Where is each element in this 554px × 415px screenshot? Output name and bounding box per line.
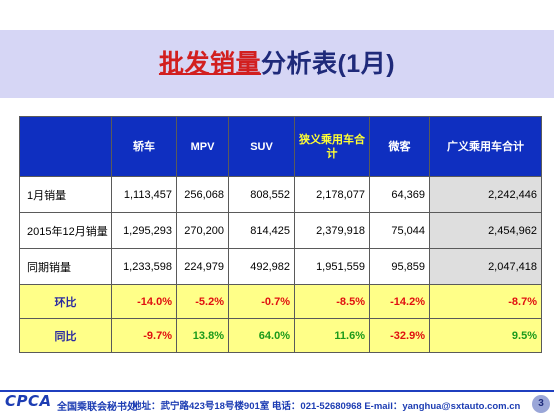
table-cell: 1,295,293: [111, 212, 177, 249]
title-rest: 分析表(1月): [260, 50, 396, 78]
table-cell: 1,113,457: [111, 176, 177, 213]
header-cell: 微客: [369, 116, 430, 177]
page-title: 批发销量分析表(1月): [0, 44, 554, 80]
table-cell: 270,200: [176, 212, 229, 249]
table-cell-total: 2,242,446: [429, 176, 542, 213]
header-cell-corner: [19, 116, 112, 177]
table-cell: 64,369: [369, 176, 430, 213]
title-highlight: 批发销量: [158, 50, 261, 78]
sales-table: 轿车 MPV SUV 狭义乘用车合计 微客 广义乘用车合计 1月销量 1,113…: [19, 116, 542, 353]
footer-divider: [0, 390, 554, 392]
page-number: 3: [532, 395, 550, 413]
pct-cell: 11.6%: [294, 318, 370, 353]
pct-cell: 9.5%: [429, 318, 542, 353]
table-cell: 1,951,559: [294, 248, 370, 285]
table-row-pct: 环比 -14.0% -5.2% -0.7% -8.5% -14.2% -8.7%: [19, 284, 542, 319]
contact-info: 地址：武宁路423号18号楼901室 电话：021-52680968 E-mai…: [132, 401, 521, 412]
row-label: 环比: [19, 284, 112, 319]
table-cell: 2,178,077: [294, 176, 370, 213]
pct-cell: -8.5%: [294, 284, 370, 319]
row-label: 1月销量: [19, 176, 112, 213]
pct-cell: -32.9%: [369, 318, 430, 353]
header-cell: SUV: [228, 116, 295, 177]
header-cell: 广义乘用车合计: [429, 116, 542, 177]
pct-cell: 64.0%: [228, 318, 295, 353]
pct-cell: -0.7%: [228, 284, 295, 319]
table-cell: 492,982: [228, 248, 295, 285]
cpca-logo: CPCA: [5, 392, 52, 410]
table-cell: 95,859: [369, 248, 430, 285]
row-label: 2015年12月销量: [19, 212, 112, 249]
table-cell: 808,552: [228, 176, 295, 213]
header-cell: 狭义乘用车合计: [294, 116, 370, 177]
header-cell: 轿车: [111, 116, 177, 177]
pct-cell: -14.2%: [369, 284, 430, 319]
table-cell: 814,425: [228, 212, 295, 249]
row-label: 同比: [19, 318, 112, 353]
table-row-pct: 同比 -9.7% 13.8% 64.0% 11.6% -32.9% 9.5%: [19, 318, 542, 353]
pct-cell: -14.0%: [111, 284, 177, 319]
pct-cell: 13.8%: [176, 318, 229, 353]
row-label: 同期销量: [19, 248, 112, 285]
table-cell-total: 2,454,962: [429, 212, 542, 249]
table-row: 1月销量 1,113,457 256,068 808,552 2,178,077…: [19, 176, 542, 213]
header-cell: MPV: [176, 116, 229, 177]
table-row: 2015年12月销量 1,295,293 270,200 814,425 2,3…: [19, 212, 542, 249]
table-cell: 1,233,598: [111, 248, 177, 285]
org-name: 全国乘联会秘书处: [57, 402, 137, 413]
pct-cell: -8.7%: [429, 284, 542, 319]
title-band: [0, 30, 554, 98]
table-header-row: 轿车 MPV SUV 狭义乘用车合计 微客 广义乘用车合计: [19, 116, 542, 177]
table-cell: 256,068: [176, 176, 229, 213]
table-cell-total: 2,047,418: [429, 248, 542, 285]
table-cell: 75,044: [369, 212, 430, 249]
pct-cell: -9.7%: [111, 318, 177, 353]
pct-cell: -5.2%: [176, 284, 229, 319]
table-row: 同期销量 1,233,598 224,979 492,982 1,951,559…: [19, 248, 542, 285]
table-cell: 2,379,918: [294, 212, 370, 249]
table-cell: 224,979: [176, 248, 229, 285]
